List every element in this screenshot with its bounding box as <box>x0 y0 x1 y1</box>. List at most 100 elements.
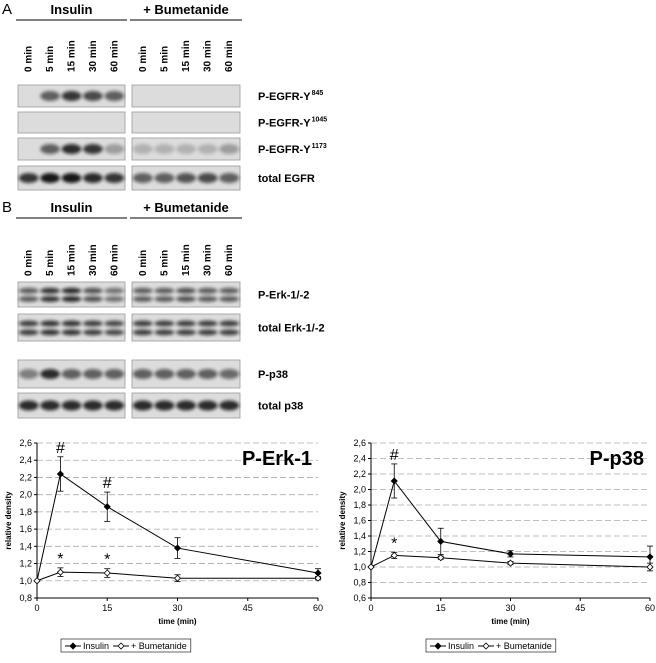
y-tick-label: 1,4 <box>353 531 366 541</box>
band <box>61 91 82 101</box>
blot <box>17 281 126 308</box>
band <box>83 329 103 336</box>
band <box>197 400 218 411</box>
marker <box>506 550 515 558</box>
group-header: Insulin <box>51 2 93 17</box>
band <box>61 329 82 336</box>
band <box>219 329 240 336</box>
annotation: # <box>390 447 399 464</box>
x-axis-label: time (min) <box>158 617 197 626</box>
marker <box>646 553 654 561</box>
lane-label: 5 min <box>45 46 56 72</box>
annotation: # <box>56 440 65 457</box>
band <box>40 296 60 302</box>
legend-label: Insulin <box>448 641 474 651</box>
y-tick-label: 2,4 <box>353 454 366 464</box>
y-tick-label: 2,6 <box>353 438 366 448</box>
band <box>132 287 153 294</box>
group-header: + Bumetanide <box>143 2 229 17</box>
marker <box>437 537 445 545</box>
lane-label: 60 min <box>109 244 120 276</box>
x-tick-label: 0 <box>368 603 373 613</box>
marker <box>367 563 375 571</box>
band <box>40 329 60 336</box>
band <box>104 173 125 183</box>
marker <box>646 563 654 571</box>
row-label: P-EGFR-Y <box>258 144 311 156</box>
band <box>176 287 196 294</box>
marker <box>33 577 41 585</box>
band <box>61 287 82 294</box>
band <box>154 173 175 183</box>
row-label: P-Erk-1/-2 <box>258 290 309 302</box>
band <box>154 287 175 294</box>
marker <box>390 551 398 559</box>
row-label: P-EGFR-Y <box>258 118 311 130</box>
band <box>154 296 175 302</box>
x-tick-label: 0 <box>34 603 39 613</box>
lane-label: 0 min <box>24 250 35 276</box>
band <box>197 369 218 379</box>
band <box>104 400 125 411</box>
band <box>219 369 240 379</box>
band <box>83 296 103 302</box>
legend: Insulin + Bumetanide <box>425 638 557 653</box>
x-tick-label: 15 <box>436 603 446 613</box>
band <box>61 296 82 302</box>
row-label: total p38 <box>258 401 303 413</box>
band <box>176 400 196 411</box>
band <box>132 144 153 154</box>
lane-label: 15 min <box>67 40 78 72</box>
band <box>18 287 39 294</box>
band <box>61 369 82 379</box>
marker <box>314 574 322 582</box>
band <box>154 400 175 411</box>
panel-label: B <box>2 199 12 216</box>
y-tick-label: 1,8 <box>19 507 32 517</box>
blot <box>131 281 241 308</box>
legend-label: + Bumetanide <box>496 641 552 651</box>
y-tick-label: 1,8 <box>353 500 366 510</box>
band <box>154 369 175 379</box>
chart-title: P-p38 <box>590 448 644 470</box>
x-tick-label: 15 <box>102 603 112 613</box>
blot <box>131 313 241 342</box>
lane-label: 0 min <box>138 46 149 72</box>
y-axis-label: relative density <box>338 491 347 550</box>
lane-label: 60 min <box>224 40 235 72</box>
band <box>40 287 60 294</box>
y-tick-label: 1,4 <box>19 541 32 551</box>
band <box>154 329 175 336</box>
marker <box>390 477 398 485</box>
band <box>61 144 82 154</box>
band <box>104 91 125 101</box>
band <box>61 173 82 183</box>
band <box>104 369 125 379</box>
x-tick-label: 45 <box>243 603 253 613</box>
x-axis-label: time (min) <box>491 617 530 626</box>
y-tick-label: 1,0 <box>353 562 366 572</box>
band <box>104 320 125 327</box>
band <box>132 329 153 336</box>
band <box>176 296 196 302</box>
band <box>176 173 196 183</box>
band <box>197 296 218 302</box>
band <box>18 296 39 302</box>
band <box>132 296 153 302</box>
lane-label: 15 min <box>181 244 192 276</box>
band <box>154 144 175 154</box>
blot <box>17 111 126 134</box>
band <box>176 320 196 327</box>
band <box>104 296 125 302</box>
group-header: Insulin <box>51 200 93 215</box>
band <box>18 369 39 379</box>
y-tick-label: 2,2 <box>19 472 32 482</box>
legend-label: + Bumetanide <box>131 641 187 651</box>
marker <box>56 470 64 478</box>
y-tick-label: 2,0 <box>353 485 366 495</box>
band <box>104 144 125 154</box>
band <box>219 173 240 183</box>
lane-label: 30 min <box>203 244 214 276</box>
x-tick-label: 45 <box>575 603 585 613</box>
marker <box>437 554 445 562</box>
